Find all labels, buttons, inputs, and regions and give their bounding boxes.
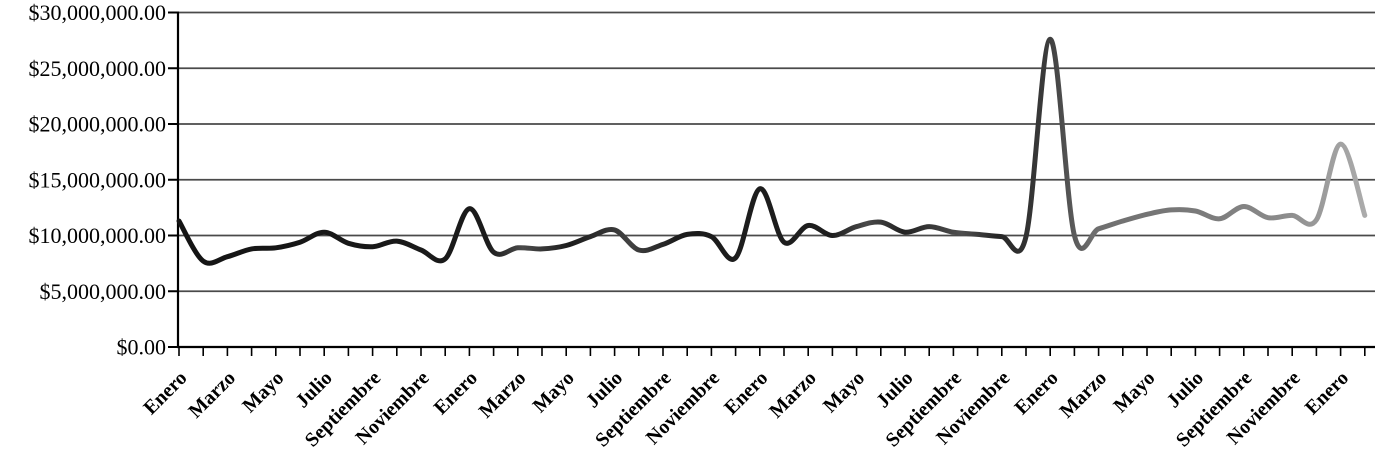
- x-axis-label: Marzo: [184, 367, 240, 423]
- y-axis-label: $0.00: [117, 335, 167, 360]
- x-axis-label: Mayo: [1109, 367, 1159, 417]
- x-axis-label: Enero: [720, 367, 772, 419]
- y-axis-label: $20,000,000.00: [29, 112, 167, 137]
- y-axis-label: $5,000,000.00: [40, 279, 167, 304]
- data-series: [176, 36, 1368, 266]
- x-axis-label: Enero: [430, 367, 482, 419]
- x-axis-label: Mayo: [238, 367, 288, 417]
- y-axis-label: $10,000,000.00: [29, 223, 167, 248]
- x-axis-label: Mayo: [819, 367, 869, 417]
- gridlines: [178, 11, 1375, 293]
- series-line: [176, 36, 1368, 266]
- y-axis-ticks: [168, 11, 178, 348]
- x-axis-label: Enero: [1011, 367, 1063, 419]
- y-axis-label: $25,000,000.00: [29, 56, 167, 81]
- y-axis-label: $15,000,000.00: [29, 167, 167, 192]
- x-axis-ticks: [178, 347, 1366, 356]
- y-axis-labels: $0.00 $5,000,000.00 $10,000,000.00 $15,000,…: [29, 0, 167, 360]
- x-axis-label: Enero: [1301, 367, 1353, 419]
- x-axis-label: Enero: [139, 367, 191, 419]
- x-axis-label: Mayo: [529, 367, 579, 417]
- y-axis-label: $30,000,000.00: [29, 0, 167, 25]
- x-axis-label: Marzo: [475, 367, 531, 423]
- x-axis-label: Marzo: [765, 367, 821, 423]
- x-axis-label: Marzo: [1056, 367, 1112, 423]
